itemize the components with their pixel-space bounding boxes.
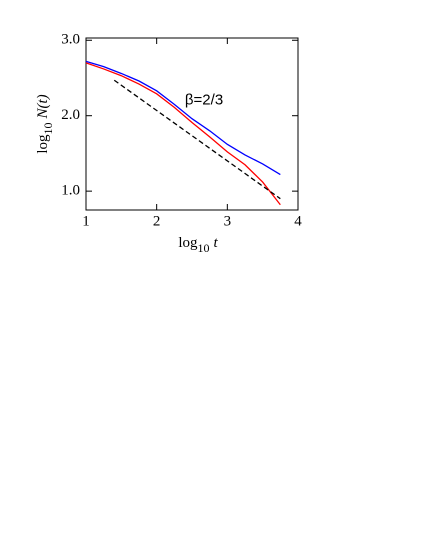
plot-frame bbox=[85, 37, 299, 211]
y-tick-label: 2.0 bbox=[61, 107, 80, 123]
data-line bbox=[85, 60, 281, 176]
x-label-part: log bbox=[178, 235, 198, 251]
data-line bbox=[85, 62, 281, 206]
x-tick-label: 1 bbox=[82, 213, 90, 229]
x-tick-label: 3 bbox=[224, 213, 232, 229]
x-tick-label: 2 bbox=[153, 213, 161, 229]
data-line bbox=[113, 79, 281, 200]
x-axis-label: log10 t bbox=[178, 235, 218, 254]
y-axis-label: log10 N(t) bbox=[35, 94, 54, 153]
y-label-part: log bbox=[35, 134, 51, 154]
annotation: β=2/3 bbox=[185, 92, 223, 109]
x-label-sub: 10 bbox=[198, 241, 210, 255]
y-label-var: N(t) bbox=[35, 94, 51, 119]
y-tick-label: 1.0 bbox=[61, 183, 80, 199]
x-label-var: t bbox=[214, 235, 219, 251]
y-label-sub: 10 bbox=[41, 123, 55, 135]
y-tick-label: 3.0 bbox=[61, 32, 80, 48]
x-tick-label: 4 bbox=[294, 213, 302, 229]
